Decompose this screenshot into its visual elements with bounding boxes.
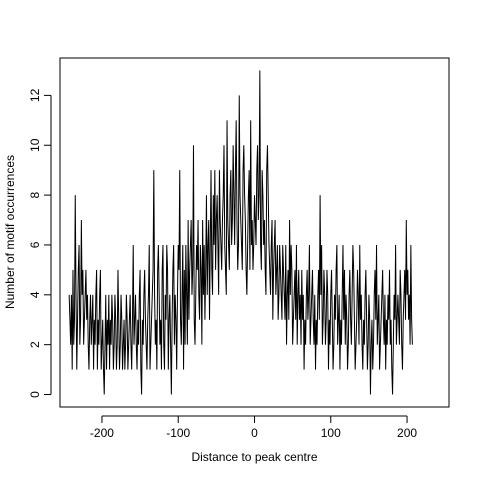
y-tick-label: 6	[28, 241, 42, 248]
x-axis: -200 -100 0 100 200	[90, 415, 417, 440]
y-tick-label: 12	[28, 88, 42, 102]
y-tick-label: 2	[28, 341, 42, 348]
x-tick-label: 200	[397, 426, 417, 440]
y-tick-label: 8	[28, 191, 42, 198]
y-axis: 0 2 4 6 8 10 12	[28, 88, 52, 398]
x-tick-label: -200	[90, 426, 114, 440]
x-tick-label: 0	[251, 426, 258, 440]
y-tick-label: 10	[28, 138, 42, 152]
plot-frame	[59, 57, 450, 408]
x-tick-label: 100	[321, 426, 341, 440]
series-line	[68, 70, 413, 395]
y-tick-label: 0	[28, 391, 42, 398]
y-tick-label: 4	[28, 291, 42, 298]
y-axis-title: Number of motif occurrences	[3, 155, 17, 309]
x-axis-title: Distance to peak centre	[191, 450, 317, 464]
x-tick-label: -100	[166, 426, 190, 440]
